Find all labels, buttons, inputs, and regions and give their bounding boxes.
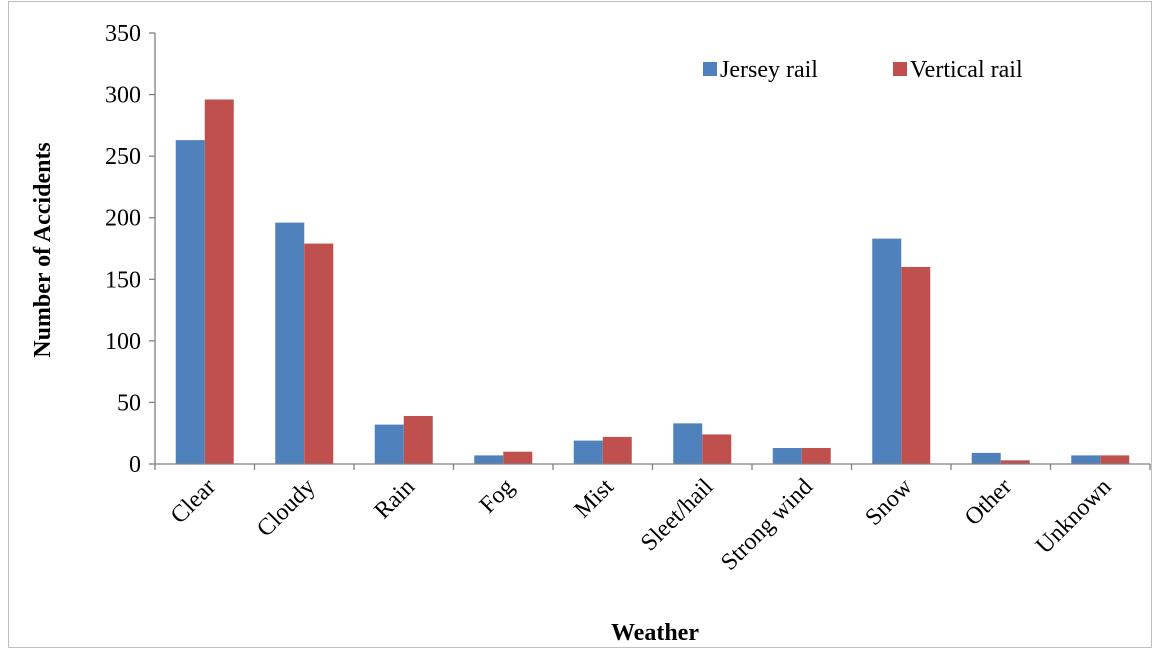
x-axis-title: Weather xyxy=(611,620,699,646)
bar xyxy=(1071,455,1101,464)
x-tick-label: Sleet/hail xyxy=(636,474,719,557)
bar xyxy=(573,440,603,464)
bar xyxy=(901,266,931,464)
y-tick-label: 50 xyxy=(117,390,141,416)
bar xyxy=(503,451,533,464)
x-tick-label: Mist xyxy=(569,474,619,524)
bar xyxy=(673,423,703,464)
y-tick-label: 300 xyxy=(105,83,141,109)
bar xyxy=(872,238,902,464)
legend-label: Vertical rail xyxy=(910,57,1023,83)
bar xyxy=(403,415,433,464)
x-tick-label: Other xyxy=(960,474,1017,531)
bar xyxy=(971,452,1001,464)
x-tick-label: Clear xyxy=(166,474,221,529)
bar xyxy=(304,243,334,464)
y-tick-label: 150 xyxy=(105,267,141,293)
legend-label: Jersey rail xyxy=(720,57,818,83)
y-tick-label: 100 xyxy=(105,329,141,355)
bar xyxy=(374,424,404,464)
y-tick-label: 250 xyxy=(105,144,141,170)
bar xyxy=(204,99,234,465)
y-axis-title: Number of Accidents xyxy=(30,142,56,358)
bar xyxy=(275,222,305,464)
bar xyxy=(175,140,205,465)
chart-frame xyxy=(8,1,1152,648)
bar xyxy=(702,434,732,464)
bar xyxy=(1100,455,1130,464)
x-tick-label: Rain xyxy=(370,474,420,524)
bar xyxy=(772,447,802,464)
y-tick-label: 200 xyxy=(105,206,141,232)
legend-swatch xyxy=(893,62,907,76)
y-tick-label: 350 xyxy=(105,21,141,47)
legend-swatch xyxy=(703,62,717,76)
x-tick-label: Fog xyxy=(475,474,520,519)
x-tick-label: Unknown xyxy=(1031,474,1116,559)
x-tick-label: Cloudy xyxy=(252,474,320,542)
x-tick-label: Snow xyxy=(860,473,918,531)
bar xyxy=(474,455,504,464)
bar xyxy=(801,447,831,464)
y-tick-label: 0 xyxy=(129,452,141,478)
x-tick-label: Strong wind xyxy=(716,474,818,576)
bar xyxy=(1000,460,1030,464)
bar xyxy=(602,436,632,464)
